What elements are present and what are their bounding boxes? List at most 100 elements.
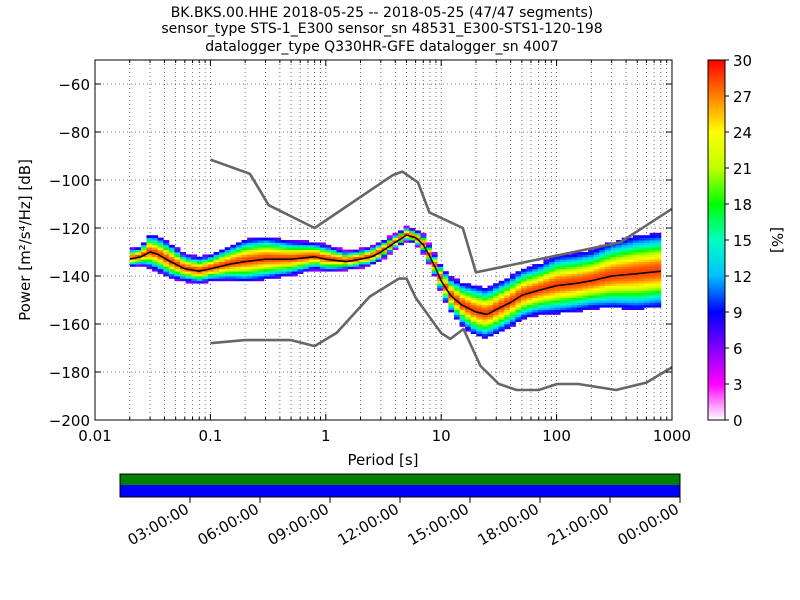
density-cell <box>649 256 656 260</box>
density-cell <box>588 252 595 255</box>
density-cell <box>610 259 617 262</box>
density-cell <box>621 256 628 260</box>
density-cell <box>644 302 651 306</box>
density-cell <box>571 307 578 310</box>
density-cell <box>571 261 578 265</box>
density-cell <box>163 259 170 262</box>
density-cell <box>599 273 606 277</box>
density-cell <box>549 271 556 274</box>
density-cell <box>549 309 556 313</box>
density-cell <box>375 247 382 250</box>
density-cell <box>157 259 164 262</box>
density-cell <box>610 244 617 248</box>
density-cell <box>493 326 500 330</box>
density-cell <box>621 288 628 291</box>
density-cell <box>493 309 500 313</box>
density-cell <box>392 244 399 248</box>
density-cell <box>604 283 611 286</box>
density-cell <box>465 285 472 289</box>
density-cell <box>140 247 147 250</box>
density-cell <box>219 252 226 255</box>
density-cell <box>588 297 595 301</box>
density-cell <box>515 309 522 313</box>
density-cell <box>431 261 438 265</box>
density-cell <box>325 259 332 262</box>
density-cell <box>196 278 203 282</box>
density-cell <box>627 244 634 248</box>
density-cell <box>493 292 500 296</box>
density-cell <box>219 256 226 260</box>
density-cell <box>135 256 142 260</box>
density-cell <box>286 252 293 255</box>
density-cell <box>554 256 561 260</box>
density-cell <box>532 280 539 284</box>
density-cell <box>263 264 270 267</box>
density-cell <box>610 271 617 274</box>
density-cell <box>319 244 326 248</box>
y-tick-label: −200 <box>49 412 90 430</box>
density-cell <box>627 300 634 303</box>
density-cell <box>487 328 494 332</box>
density-cell <box>632 261 639 265</box>
density-cell <box>616 256 623 260</box>
density-cell <box>627 271 634 274</box>
density-cell <box>498 297 505 301</box>
density-cell <box>213 252 220 255</box>
density-cell <box>582 278 589 282</box>
density-cell <box>509 276 516 279</box>
density-cell <box>453 295 460 298</box>
density-cell <box>549 288 556 291</box>
density-cell <box>549 283 556 286</box>
density-cell <box>230 249 237 253</box>
density-cell <box>593 280 600 284</box>
density-cell <box>610 254 617 258</box>
y-tick-label: −100 <box>49 172 90 190</box>
density-cell <box>314 264 321 267</box>
density-cell <box>604 302 611 306</box>
density-cell <box>554 307 561 310</box>
density-cell <box>565 264 572 267</box>
density-cell <box>258 264 265 267</box>
density-cell <box>420 232 427 236</box>
density-cell <box>308 268 315 272</box>
density-cell <box>638 240 645 243</box>
density-cell <box>180 254 187 258</box>
density-cell <box>526 283 533 286</box>
density-cell <box>157 264 164 267</box>
density-cell <box>185 276 192 279</box>
density-cell <box>247 254 254 258</box>
density-cell <box>560 309 567 313</box>
density-cell <box>275 266 282 270</box>
density-cell <box>152 247 159 250</box>
density-cell <box>152 266 159 270</box>
density-cell <box>493 300 500 303</box>
density-cell <box>314 247 321 250</box>
density-cell <box>644 285 651 289</box>
density-cell <box>549 266 556 270</box>
density-cell <box>342 259 349 262</box>
density-cell <box>543 285 550 289</box>
density-cell <box>325 268 332 272</box>
density-cell <box>286 264 293 267</box>
density-cell <box>649 278 656 282</box>
density-cell <box>308 256 315 260</box>
density-cell <box>549 302 556 306</box>
density-cell <box>627 240 634 243</box>
colorbar-tick-label: 21 <box>733 160 752 178</box>
density-cell <box>157 256 164 260</box>
density-cell <box>549 268 556 272</box>
density-cell <box>453 297 460 301</box>
density-cell <box>588 283 595 286</box>
density-cell <box>275 244 282 248</box>
density-cell <box>632 271 639 274</box>
density-cell <box>146 242 153 246</box>
density-cell <box>616 247 623 250</box>
density-cell <box>554 276 561 279</box>
density-cell <box>442 290 449 294</box>
density-cell <box>621 297 628 301</box>
density-cell <box>655 280 662 284</box>
density-cell <box>599 290 606 294</box>
density-cell <box>414 232 421 236</box>
density-cell <box>571 254 578 258</box>
density-cell <box>537 268 544 272</box>
